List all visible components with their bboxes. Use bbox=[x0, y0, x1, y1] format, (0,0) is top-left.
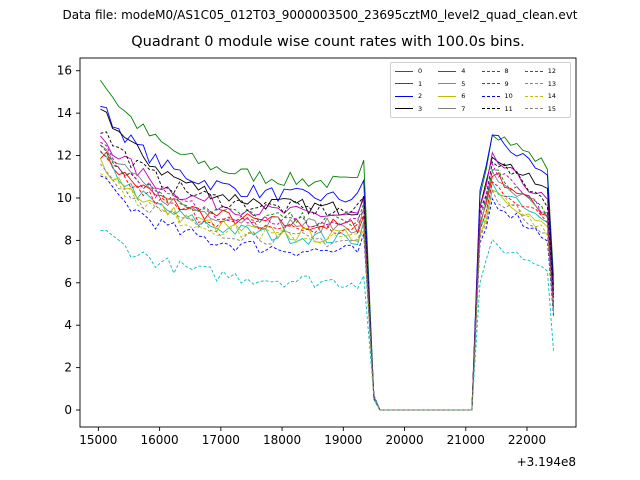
legend-swatch bbox=[524, 83, 543, 85]
chart-title: Quadrant 0 module wise count rates with … bbox=[131, 34, 525, 50]
legend-label: 10 bbox=[504, 92, 513, 101]
legend-label: 14 bbox=[547, 92, 557, 101]
legend-entry-0: 0 bbox=[395, 65, 438, 78]
legend-swatch bbox=[481, 83, 500, 85]
legend-swatch bbox=[395, 108, 413, 110]
series-line-2 bbox=[100, 106, 554, 411]
legend-label: 1 bbox=[418, 79, 423, 88]
y-tick-label: 4 bbox=[64, 318, 72, 332]
y-tick-label: 16 bbox=[57, 64, 72, 78]
axes: 15000 16000 17000 18000 19000 20000 21000 22000… bbox=[57, 57, 577, 469]
legend-entry-7: 7 bbox=[438, 103, 481, 116]
legend-label: 3 bbox=[418, 104, 423, 113]
legend-entry-6: 6 bbox=[438, 90, 481, 103]
legend-entry-11: 11 bbox=[481, 103, 525, 116]
series-line-9 bbox=[100, 144, 554, 411]
legend-label: 13 bbox=[547, 79, 557, 88]
legend-label: 8 bbox=[504, 67, 509, 76]
legend-entry-12: 12 bbox=[524, 65, 568, 78]
legend-swatch bbox=[395, 95, 413, 97]
legend: 0 1 2 3 4 5 6 7 8 9 10 11 12 13 14 15 bbox=[390, 62, 571, 118]
legend-swatch bbox=[524, 108, 543, 110]
y-tick-label: 6 bbox=[64, 276, 72, 290]
legend-entry-9: 9 bbox=[481, 78, 525, 91]
legend-entry-5: 5 bbox=[438, 78, 481, 91]
x-tick-label: 15000 bbox=[79, 433, 117, 447]
legend-swatch bbox=[438, 108, 457, 110]
legend-label: 12 bbox=[547, 67, 557, 76]
legend-swatch bbox=[481, 108, 500, 110]
legend-entry-2: 2 bbox=[395, 90, 438, 103]
legend-entry-8: 8 bbox=[481, 65, 525, 78]
x-tick-label: 17000 bbox=[202, 433, 240, 447]
x-tick-label: 22000 bbox=[508, 433, 546, 447]
legend-label: 15 bbox=[547, 104, 557, 113]
legend-label: 7 bbox=[461, 104, 466, 113]
series-line-4 bbox=[100, 135, 554, 411]
x-tick-label: 19000 bbox=[324, 433, 362, 447]
x-tick-label: 18000 bbox=[263, 433, 301, 447]
legend-entry-10: 10 bbox=[481, 90, 525, 103]
legend-swatch bbox=[438, 70, 457, 72]
legend-swatch bbox=[438, 83, 457, 85]
legend-entry-4: 4 bbox=[438, 65, 481, 78]
legend-label: 9 bbox=[504, 79, 509, 88]
x-offset-label: +3.194e8 bbox=[517, 455, 576, 469]
y-tick-label: 8 bbox=[64, 233, 72, 247]
legend-entry-13: 13 bbox=[524, 78, 568, 91]
series-line-13 bbox=[100, 230, 554, 411]
legend-swatch bbox=[395, 83, 413, 85]
series-line-1 bbox=[100, 80, 554, 411]
legend-label: 11 bbox=[504, 104, 513, 113]
plot-area bbox=[99, 80, 554, 411]
legend-entry-14: 14 bbox=[524, 90, 568, 103]
legend-swatch bbox=[481, 95, 500, 97]
legend-swatch bbox=[438, 95, 457, 97]
x-tick-label: 20000 bbox=[385, 433, 423, 447]
legend-swatch bbox=[481, 70, 500, 72]
legend-entry-3: 3 bbox=[395, 103, 438, 116]
legend-entry-1: 1 bbox=[395, 78, 438, 91]
series-line-15 bbox=[100, 163, 554, 411]
figure-suptitle: Data file: modeM0/AS1C05_012T03_90000035… bbox=[62, 8, 578, 22]
legend-swatch bbox=[395, 70, 413, 72]
x-tick-label: 21000 bbox=[447, 433, 485, 447]
legend-label: 6 bbox=[461, 92, 466, 101]
legend-swatch bbox=[524, 70, 543, 72]
series-line-0 bbox=[100, 151, 554, 411]
legend-label: 5 bbox=[461, 79, 466, 88]
series-line-3 bbox=[100, 108, 554, 411]
series-line-11 bbox=[100, 131, 554, 411]
legend-label: 2 bbox=[418, 92, 423, 101]
series-line-12 bbox=[100, 141, 554, 411]
series-line-14 bbox=[100, 173, 554, 411]
legend-swatch bbox=[524, 95, 543, 97]
y-tick-label: 2 bbox=[64, 361, 72, 375]
y-tick-label: 0 bbox=[64, 403, 72, 417]
x-tick-label: 16000 bbox=[141, 433, 179, 447]
legend-entry-15: 15 bbox=[524, 103, 568, 116]
axes-frame bbox=[79, 57, 577, 428]
y-tick-label: 12 bbox=[57, 149, 72, 163]
legend-label: 0 bbox=[418, 67, 423, 76]
legend-label: 4 bbox=[461, 67, 466, 76]
y-tick-label: 10 bbox=[57, 191, 72, 205]
series-line-5 bbox=[100, 151, 554, 411]
y-tick-label: 14 bbox=[57, 106, 72, 120]
